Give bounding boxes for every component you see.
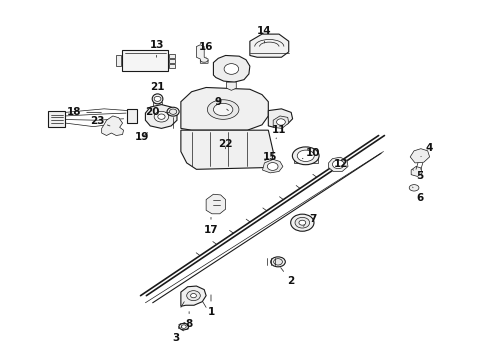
Text: 21: 21 xyxy=(150,82,165,98)
Text: 12: 12 xyxy=(329,159,348,169)
Text: 2: 2 xyxy=(281,267,295,287)
Ellipse shape xyxy=(271,257,285,267)
Polygon shape xyxy=(206,194,225,214)
Text: 14: 14 xyxy=(257,26,272,43)
Ellipse shape xyxy=(181,325,186,328)
Polygon shape xyxy=(102,116,123,135)
Text: 6: 6 xyxy=(413,187,423,203)
Bar xyxy=(169,59,175,63)
Polygon shape xyxy=(196,45,208,63)
Polygon shape xyxy=(48,111,65,127)
Ellipse shape xyxy=(214,103,233,116)
Ellipse shape xyxy=(291,214,314,231)
Polygon shape xyxy=(329,157,348,171)
Text: 1: 1 xyxy=(207,295,215,317)
Ellipse shape xyxy=(224,64,239,74)
Ellipse shape xyxy=(332,160,344,168)
Text: 8: 8 xyxy=(186,312,193,329)
Bar xyxy=(116,55,122,66)
Polygon shape xyxy=(250,34,289,57)
Bar xyxy=(169,54,175,58)
Bar xyxy=(122,50,169,71)
Text: 3: 3 xyxy=(172,326,182,343)
Polygon shape xyxy=(181,286,206,306)
Ellipse shape xyxy=(299,220,306,225)
Text: 4: 4 xyxy=(421,143,433,157)
Text: 16: 16 xyxy=(199,41,213,57)
Ellipse shape xyxy=(158,114,165,119)
Polygon shape xyxy=(411,166,422,176)
Polygon shape xyxy=(273,116,289,129)
Polygon shape xyxy=(146,104,177,129)
Text: 18: 18 xyxy=(67,107,101,117)
Ellipse shape xyxy=(409,185,419,191)
Ellipse shape xyxy=(273,258,282,265)
Text: 11: 11 xyxy=(272,125,286,139)
Text: 5: 5 xyxy=(413,169,423,181)
Ellipse shape xyxy=(276,119,285,125)
Ellipse shape xyxy=(179,323,189,330)
Ellipse shape xyxy=(187,291,200,301)
Text: 19: 19 xyxy=(135,132,149,142)
Ellipse shape xyxy=(191,293,196,298)
Ellipse shape xyxy=(170,109,177,114)
Polygon shape xyxy=(181,87,269,130)
Ellipse shape xyxy=(154,96,161,102)
Polygon shape xyxy=(410,149,430,163)
Text: 20: 20 xyxy=(146,107,170,117)
Text: 7: 7 xyxy=(303,214,317,226)
Ellipse shape xyxy=(295,217,310,228)
Polygon shape xyxy=(127,109,137,123)
Ellipse shape xyxy=(154,111,169,122)
Text: 23: 23 xyxy=(90,116,110,126)
Polygon shape xyxy=(294,156,318,163)
Ellipse shape xyxy=(152,94,163,104)
Polygon shape xyxy=(269,109,293,127)
Ellipse shape xyxy=(207,100,239,119)
Text: 10: 10 xyxy=(302,148,320,159)
Ellipse shape xyxy=(167,107,179,116)
Bar xyxy=(153,102,162,109)
Ellipse shape xyxy=(293,147,319,165)
Ellipse shape xyxy=(268,163,278,170)
Text: 22: 22 xyxy=(219,139,233,149)
Polygon shape xyxy=(214,55,250,82)
Polygon shape xyxy=(263,159,283,173)
Bar xyxy=(169,64,175,68)
Text: 13: 13 xyxy=(149,40,164,57)
Text: 17: 17 xyxy=(204,217,219,235)
Polygon shape xyxy=(226,82,236,90)
Text: 15: 15 xyxy=(263,152,277,162)
Ellipse shape xyxy=(297,150,314,162)
Text: 9: 9 xyxy=(215,97,228,111)
Polygon shape xyxy=(181,130,273,169)
